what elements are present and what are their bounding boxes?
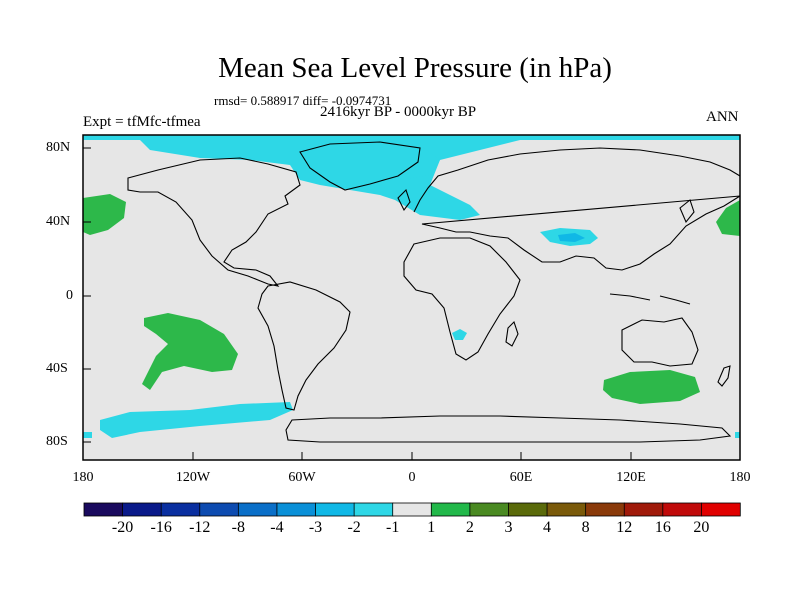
colorbar-label: 20 [693, 519, 710, 536]
colorbar-label: -1 [386, 519, 400, 536]
colorbar-label: 2 [465, 519, 474, 536]
colorbar-swatch [701, 502, 741, 517]
chart-title: Mean Sea Level Pressure (in hPa) [218, 52, 612, 84]
anomaly-north-pacific-west [83, 194, 126, 235]
lat-label: 0 [66, 288, 73, 303]
colorbar-swatch [546, 502, 587, 517]
lon-label: 60E [509, 470, 533, 485]
season-label: ANN [706, 109, 739, 125]
anomaly-central-asia-core [558, 233, 585, 242]
lon-label: 180 [72, 470, 94, 485]
coast-africa [403, 237, 521, 361]
anomaly-north-pacific-east [716, 200, 740, 236]
lon-label: 180 [729, 470, 751, 485]
colorbar-swatch [623, 502, 664, 517]
anomaly-southern-ocean-west [83, 432, 92, 438]
colorbar-swatch [276, 502, 317, 517]
colorbar-label: 8 [581, 519, 590, 536]
anomaly-south-pacific [142, 313, 238, 390]
colorbar-swatch [83, 502, 124, 517]
statistics-text: rmsd= 0.588917 diff= -0.0974731 [214, 93, 392, 108]
anomaly-greenland [300, 140, 440, 185]
coast-antarctica [285, 415, 732, 443]
colorbar-swatch [585, 502, 625, 517]
colorbar-label: -8 [231, 519, 245, 536]
coast-greenland [299, 141, 421, 191]
colorbar-swatch [122, 502, 162, 517]
colorbar-label: 16 [654, 519, 671, 536]
experiment-label: Expt = tfMfc-tfmea [83, 114, 201, 130]
lat-label: 80N [46, 140, 71, 155]
anomaly-southern-ocean-east [735, 432, 740, 438]
colorbar-swatch [662, 502, 703, 517]
period-subtitle: 2416kyr BP - 0000kyr BP [320, 104, 477, 120]
colorbar-swatch [469, 502, 510, 517]
lon-label: 120E [616, 470, 646, 485]
colorbar-label: -20 [111, 519, 134, 536]
coast-north-america [127, 157, 301, 287]
colorbar-label: 1 [427, 519, 436, 536]
coastlines [127, 141, 741, 443]
colorbar-label: -2 [347, 519, 361, 536]
colorbar-swatch [353, 502, 394, 517]
lat-label: 40S [46, 361, 68, 376]
colorbar-label: 3 [504, 519, 513, 536]
coast-madagascar [505, 320, 519, 347]
axis-ticks [82, 147, 741, 460]
coast-indonesia [609, 293, 691, 305]
coast-eurasia [413, 147, 741, 271]
lat-label: 80S [46, 434, 68, 449]
colorbar-swatch [237, 502, 278, 517]
colorbar-swatch [160, 502, 201, 517]
colorbar-swatch [199, 502, 240, 517]
colorbar-label: -4 [270, 519, 284, 536]
coast-new-zealand [717, 365, 731, 387]
colorbar [83, 502, 741, 517]
colorbar-swatch [430, 502, 471, 517]
anomaly-southern-ocean [100, 402, 293, 438]
lon-label: 60W [288, 470, 316, 485]
colorbar-swatch [315, 502, 355, 517]
colorbar-swatch [508, 502, 548, 517]
colorbar-label: -3 [308, 519, 323, 536]
coast-australia [621, 317, 699, 367]
colorbar-label: -12 [189, 519, 211, 536]
lat-label: 40N [46, 214, 71, 229]
colorbar-label: -16 [150, 519, 172, 536]
colorbar-label: 12 [616, 519, 633, 536]
colorbar-swatch [392, 502, 432, 517]
coast-uk [397, 188, 411, 212]
anomaly-southern-africa [452, 329, 467, 340]
colorbar-label: 4 [543, 519, 552, 536]
lon-label: 120W [175, 470, 211, 485]
coast-japan [679, 199, 695, 224]
lon-label: 0 [408, 470, 416, 485]
anomaly-southern-indian [603, 370, 700, 404]
coast-south-america [257, 281, 351, 411]
